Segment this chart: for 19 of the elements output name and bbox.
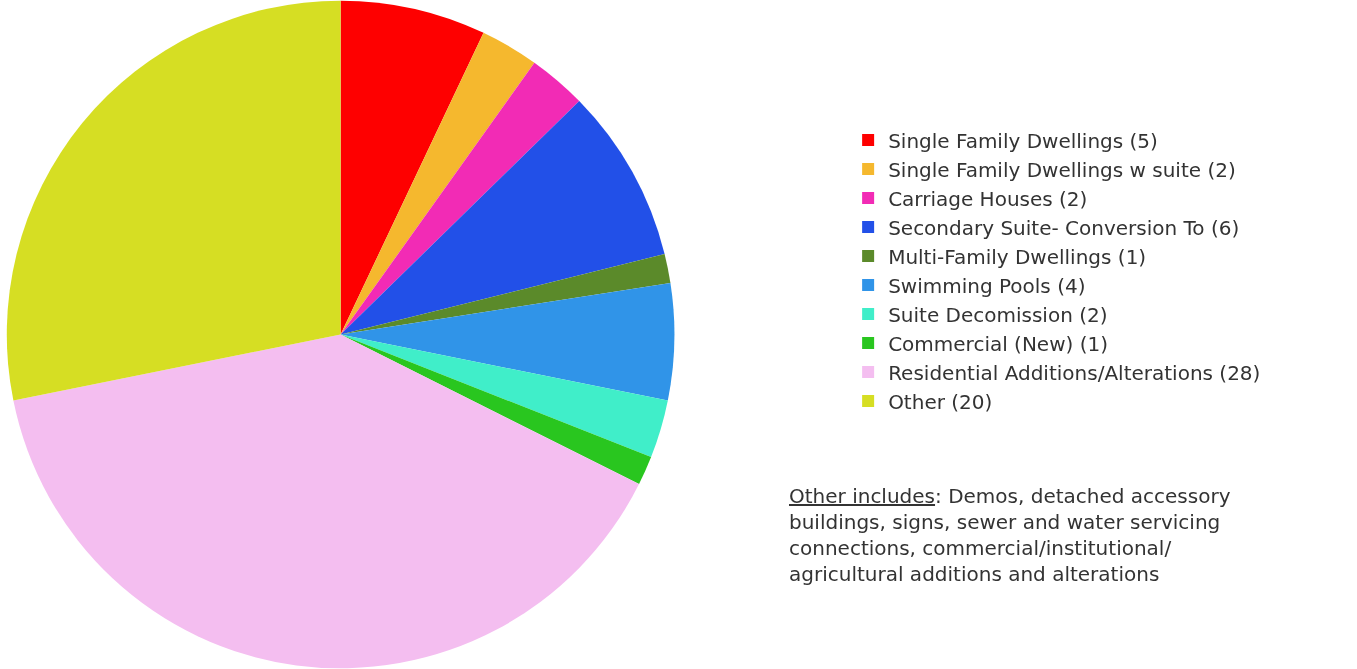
pie-slice [340,62,580,335]
pie-slice [340,101,665,335]
pie-slice [340,32,535,335]
legend-label: Residential Additions/Alterations (28) [888,360,1261,385]
legend-label: Other (20) [888,389,993,414]
legend-label: Suite Decomission (2) [888,302,1108,327]
pie-slice [340,283,675,401]
legend-label: Single Family Dwellings (5) [888,128,1158,153]
legend-label: Multi-Family Dwellings (1) [888,244,1147,269]
legend-label: Secondary Suite- Conversion To (6) [888,215,1240,240]
legend-label: Single Family Dwellings w suite (2) [888,157,1236,182]
pie-slice [13,334,640,669]
legend-label: Carriage Houses (2) [888,186,1088,211]
legend-label: Swimming Pools (4) [888,273,1086,298]
legend-label: Commercial (New) (1) [888,331,1109,356]
text: Other includes: Demos, detached accessory buildings, signs, sewer and water servicing connections, commercial/institutional/ agricultural additions and alterations [789,484,1231,586]
pie-slice [340,334,668,458]
pie-slice [340,0,484,335]
pie-slice [7,0,341,401]
